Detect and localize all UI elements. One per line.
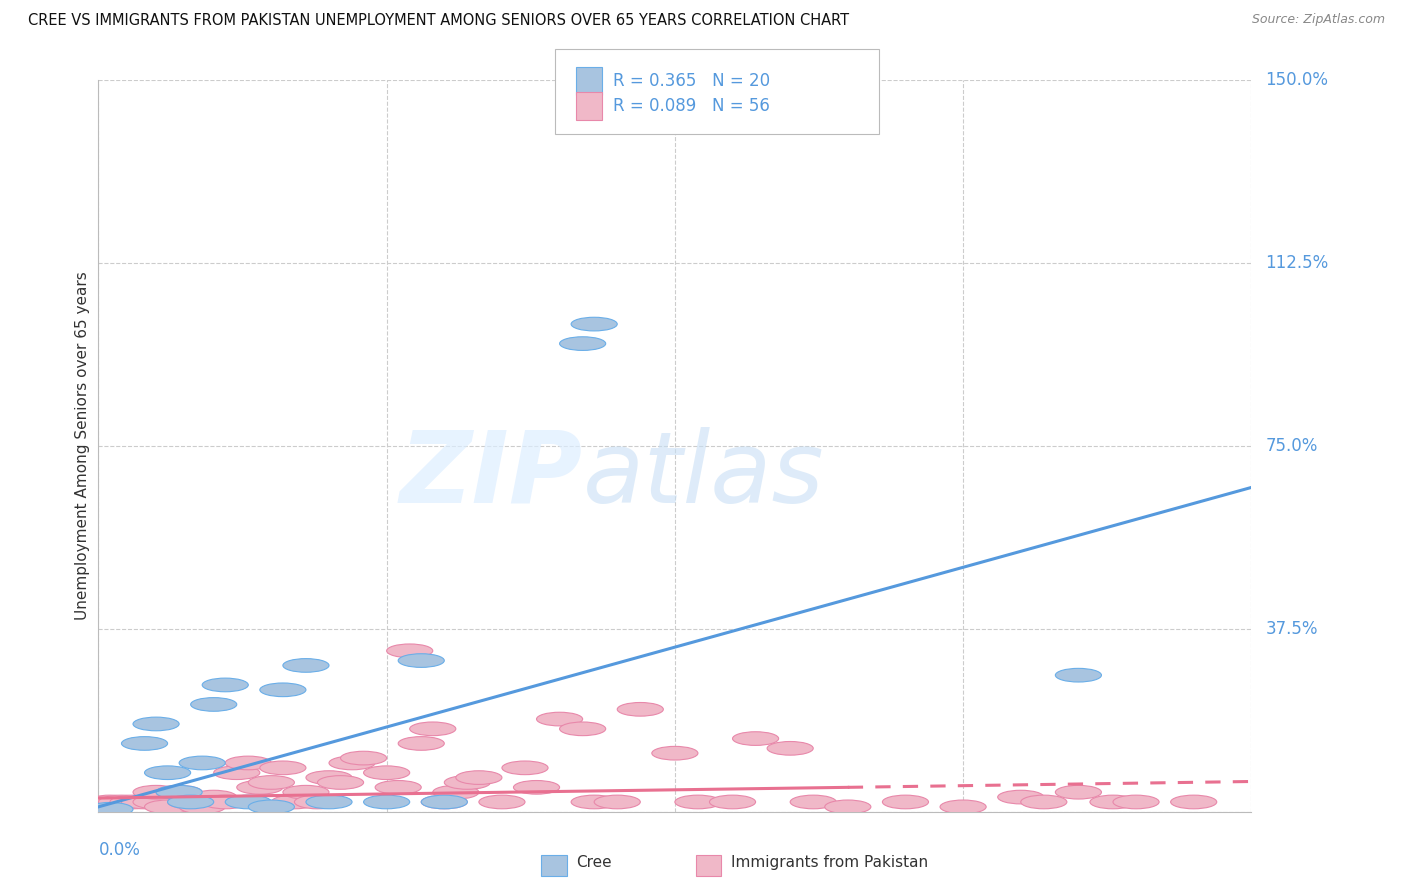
Ellipse shape: [398, 737, 444, 750]
Ellipse shape: [110, 795, 156, 809]
Text: Cree: Cree: [576, 855, 612, 870]
Ellipse shape: [456, 771, 502, 784]
Text: Source: ZipAtlas.com: Source: ZipAtlas.com: [1251, 13, 1385, 27]
Text: R = 0.089   N = 56: R = 0.089 N = 56: [613, 97, 770, 115]
Y-axis label: Unemployment Among Seniors over 65 years: Unemployment Among Seniors over 65 years: [75, 272, 90, 620]
Text: 75.0%: 75.0%: [1265, 437, 1317, 455]
Ellipse shape: [825, 800, 870, 814]
Ellipse shape: [202, 678, 249, 692]
Ellipse shape: [121, 795, 167, 809]
Ellipse shape: [225, 756, 271, 770]
Ellipse shape: [364, 766, 409, 780]
Ellipse shape: [98, 795, 145, 809]
Ellipse shape: [710, 795, 755, 809]
Ellipse shape: [156, 785, 202, 799]
Ellipse shape: [260, 761, 307, 774]
Ellipse shape: [652, 747, 697, 760]
Ellipse shape: [307, 795, 352, 809]
Ellipse shape: [364, 795, 409, 809]
Ellipse shape: [479, 795, 524, 809]
Ellipse shape: [617, 703, 664, 716]
Ellipse shape: [271, 795, 318, 809]
Ellipse shape: [145, 766, 191, 780]
Ellipse shape: [249, 776, 294, 789]
Ellipse shape: [202, 795, 249, 809]
Ellipse shape: [571, 318, 617, 331]
Ellipse shape: [675, 795, 721, 809]
Ellipse shape: [571, 795, 617, 809]
Ellipse shape: [387, 644, 433, 657]
Ellipse shape: [1056, 668, 1101, 682]
Ellipse shape: [167, 795, 214, 809]
Ellipse shape: [422, 795, 467, 809]
Ellipse shape: [214, 766, 260, 780]
Ellipse shape: [422, 795, 467, 809]
Ellipse shape: [249, 800, 294, 814]
Ellipse shape: [560, 337, 606, 351]
Text: 37.5%: 37.5%: [1265, 620, 1317, 638]
Ellipse shape: [307, 771, 352, 784]
Ellipse shape: [560, 722, 606, 736]
Ellipse shape: [318, 776, 364, 789]
Ellipse shape: [191, 698, 236, 711]
Ellipse shape: [513, 780, 560, 794]
Ellipse shape: [941, 800, 986, 814]
Ellipse shape: [433, 785, 479, 799]
Ellipse shape: [1114, 795, 1159, 809]
Ellipse shape: [409, 722, 456, 736]
Ellipse shape: [375, 780, 422, 794]
Ellipse shape: [260, 683, 307, 697]
Ellipse shape: [1021, 795, 1067, 809]
Text: 150.0%: 150.0%: [1265, 71, 1329, 89]
Text: 0.0%: 0.0%: [98, 841, 141, 859]
Text: CREE VS IMMIGRANTS FROM PAKISTAN UNEMPLOYMENT AMONG SENIORS OVER 65 YEARS CORREL: CREE VS IMMIGRANTS FROM PAKISTAN UNEMPLO…: [28, 13, 849, 29]
Text: R = 0.365   N = 20: R = 0.365 N = 20: [613, 72, 770, 90]
Ellipse shape: [87, 803, 134, 816]
Ellipse shape: [444, 776, 491, 789]
Ellipse shape: [134, 795, 179, 809]
Ellipse shape: [134, 785, 179, 799]
Ellipse shape: [156, 785, 202, 799]
Ellipse shape: [236, 780, 283, 794]
Ellipse shape: [283, 785, 329, 799]
Text: Immigrants from Pakistan: Immigrants from Pakistan: [731, 855, 928, 870]
Ellipse shape: [768, 741, 813, 756]
Ellipse shape: [283, 658, 329, 673]
Ellipse shape: [134, 717, 179, 731]
Ellipse shape: [733, 731, 779, 746]
Ellipse shape: [167, 795, 214, 809]
Ellipse shape: [1171, 795, 1216, 809]
Ellipse shape: [1056, 785, 1101, 799]
Text: ZIP: ZIP: [399, 426, 582, 524]
Ellipse shape: [179, 756, 225, 770]
Ellipse shape: [87, 795, 134, 809]
Ellipse shape: [790, 795, 837, 809]
Ellipse shape: [329, 756, 375, 770]
Text: atlas: atlas: [582, 426, 824, 524]
Ellipse shape: [595, 795, 640, 809]
Ellipse shape: [998, 790, 1043, 804]
Ellipse shape: [1090, 795, 1136, 809]
Ellipse shape: [502, 761, 548, 774]
Ellipse shape: [121, 737, 167, 750]
Ellipse shape: [179, 800, 225, 814]
Ellipse shape: [294, 795, 340, 809]
Ellipse shape: [340, 751, 387, 765]
Ellipse shape: [191, 790, 236, 804]
Ellipse shape: [145, 800, 191, 814]
Ellipse shape: [225, 795, 271, 809]
Ellipse shape: [537, 712, 582, 726]
Text: 112.5%: 112.5%: [1265, 254, 1329, 272]
Ellipse shape: [883, 795, 928, 809]
Ellipse shape: [398, 654, 444, 667]
